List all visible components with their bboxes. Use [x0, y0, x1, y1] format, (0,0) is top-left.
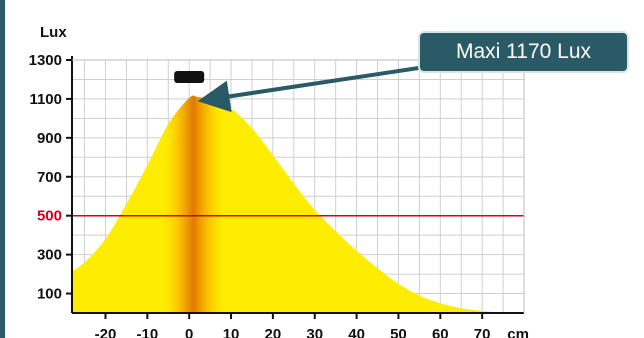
y-tick-label: 500: [37, 208, 62, 225]
left-accent-bar: [0, 0, 5, 338]
callout-arrow: [197, 64, 433, 113]
y-tick-label: 300: [37, 247, 62, 264]
y-tick-label: 700: [37, 169, 62, 186]
lamp-center-band: [159, 95, 227, 313]
y-tick-label: 1100: [29, 91, 62, 108]
x-tick-label: 70: [474, 326, 491, 338]
lamp-icon: [174, 71, 205, 83]
x-tick-label: 0: [185, 326, 193, 338]
x-tick-label: 60: [432, 326, 449, 338]
x-tick-label: -20: [95, 326, 117, 338]
x-tick-label: 50: [390, 326, 407, 338]
lux-area: [72, 95, 504, 313]
y-tick-label: 900: [37, 130, 62, 147]
x-tick-labels: -20 -10 0 10 20 30 40 50 60 70: [95, 313, 491, 338]
x-axis-unit: cm: [507, 326, 529, 338]
y-tick-label: 1300: [29, 52, 62, 69]
y-axis-unit: Lux: [40, 24, 67, 41]
x-tick-label: -10: [136, 326, 158, 338]
max-lux-callout-text: Maxi 1170 Lux: [455, 40, 592, 63]
x-tick-label: 10: [223, 326, 240, 338]
y-tick-label: 100: [37, 286, 62, 303]
y-tick-labels: 100 300 500 700 900 1100 1300: [29, 52, 72, 303]
x-tick-label: 40: [348, 326, 365, 338]
x-tick-label: 20: [265, 326, 282, 338]
x-tick-label: 30: [306, 326, 323, 338]
max-lux-callout: Maxi 1170 Lux: [418, 31, 629, 73]
